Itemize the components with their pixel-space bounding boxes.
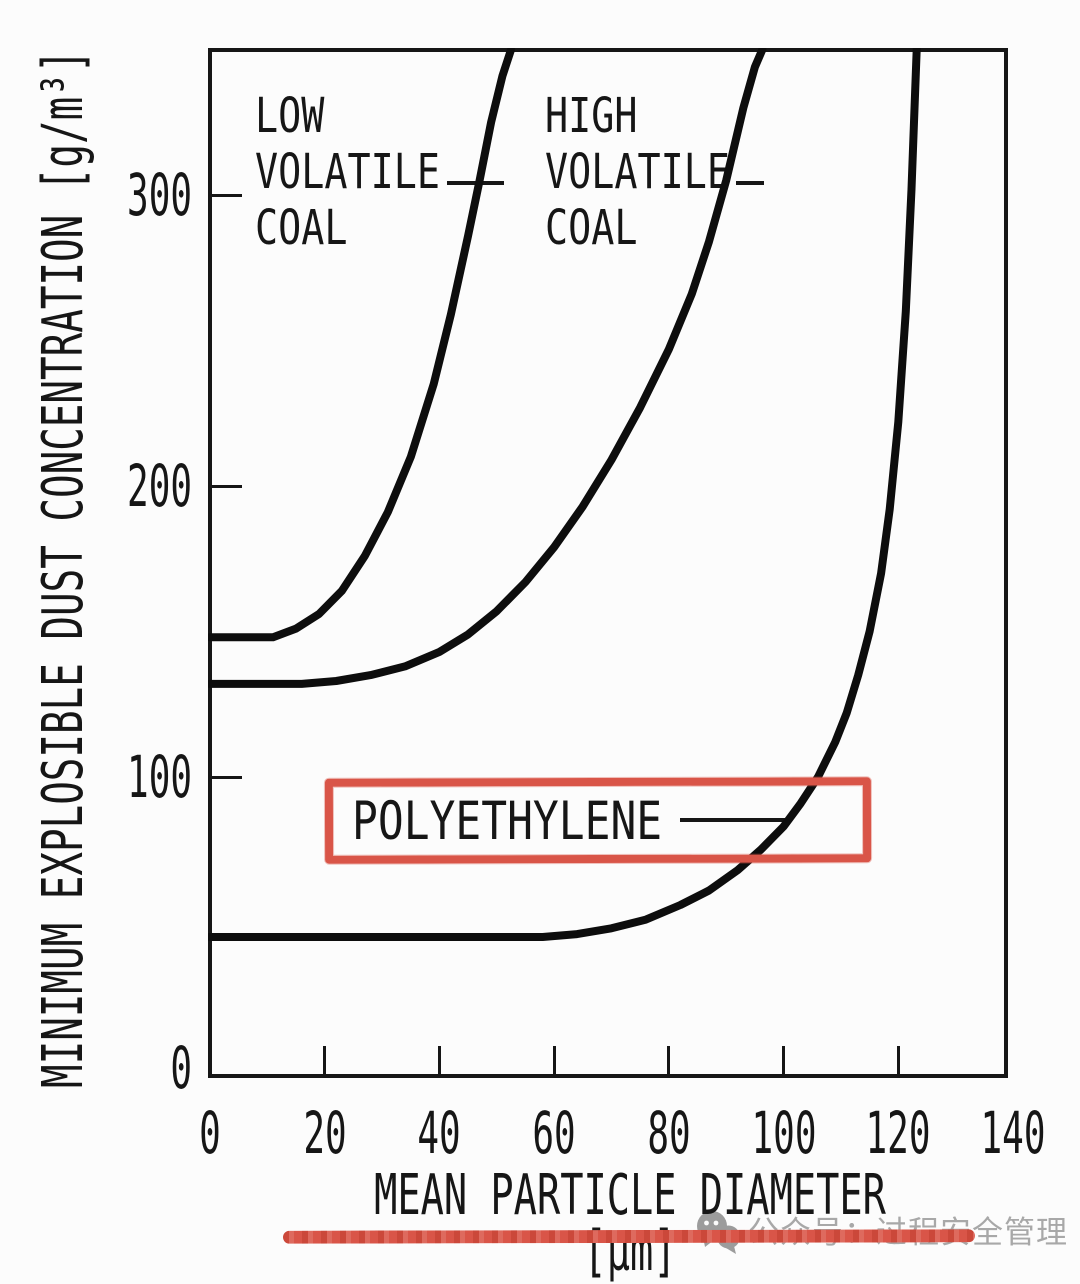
y-tick-mark (212, 775, 242, 779)
x-tick-mark (667, 1046, 671, 1074)
x-tick-label: 40 (417, 1099, 462, 1167)
y-tick-label: 0 (170, 1034, 192, 1102)
red-underline (282, 1229, 976, 1244)
x-tick-mark (552, 1046, 556, 1074)
y-tick-label: 200 (127, 452, 192, 520)
leader-line-polyethylene (680, 818, 790, 822)
curve-high-volatile-coal (208, 48, 767, 688)
y-tick-mark (212, 484, 242, 488)
x-tick-label: 20 (303, 1099, 347, 1167)
x-tick-label: 80 (647, 1099, 691, 1167)
x-axis-title: MEAN PARTICLE DIAMETER [μm] (374, 1163, 886, 1284)
y-tick-label: 100 (127, 743, 192, 811)
y-tick-label: 300 (127, 161, 192, 229)
label-low-volatile-coal: LOW VOLATILE COAL (255, 88, 440, 256)
label-high-volatile-coal: HIGH VOLATILE COAL (545, 88, 730, 256)
leader-line-high-volatile-coal (736, 181, 764, 185)
x-tick-mark (323, 1046, 327, 1074)
x-tick-label: 0 (199, 1099, 221, 1167)
label-polyethylene: POLYETHYLENE (352, 791, 663, 852)
curve-lines (208, 48, 921, 941)
x-tick-label: 100 (751, 1099, 817, 1167)
x-tick-mark (437, 1046, 441, 1074)
x-tick-label: 120 (865, 1099, 931, 1167)
polyethylene-highlight-box (324, 777, 872, 864)
x-tick-label: 140 (980, 1099, 1046, 1167)
x-tick-label: 60 (532, 1099, 576, 1167)
x-tick-mark (896, 1046, 900, 1074)
y-tick-mark (212, 193, 242, 197)
x-tick-mark (782, 1046, 786, 1074)
curve-polyethylene (208, 48, 921, 941)
plot-area (208, 48, 1008, 1078)
curve-low-volatile-coal (208, 48, 516, 642)
